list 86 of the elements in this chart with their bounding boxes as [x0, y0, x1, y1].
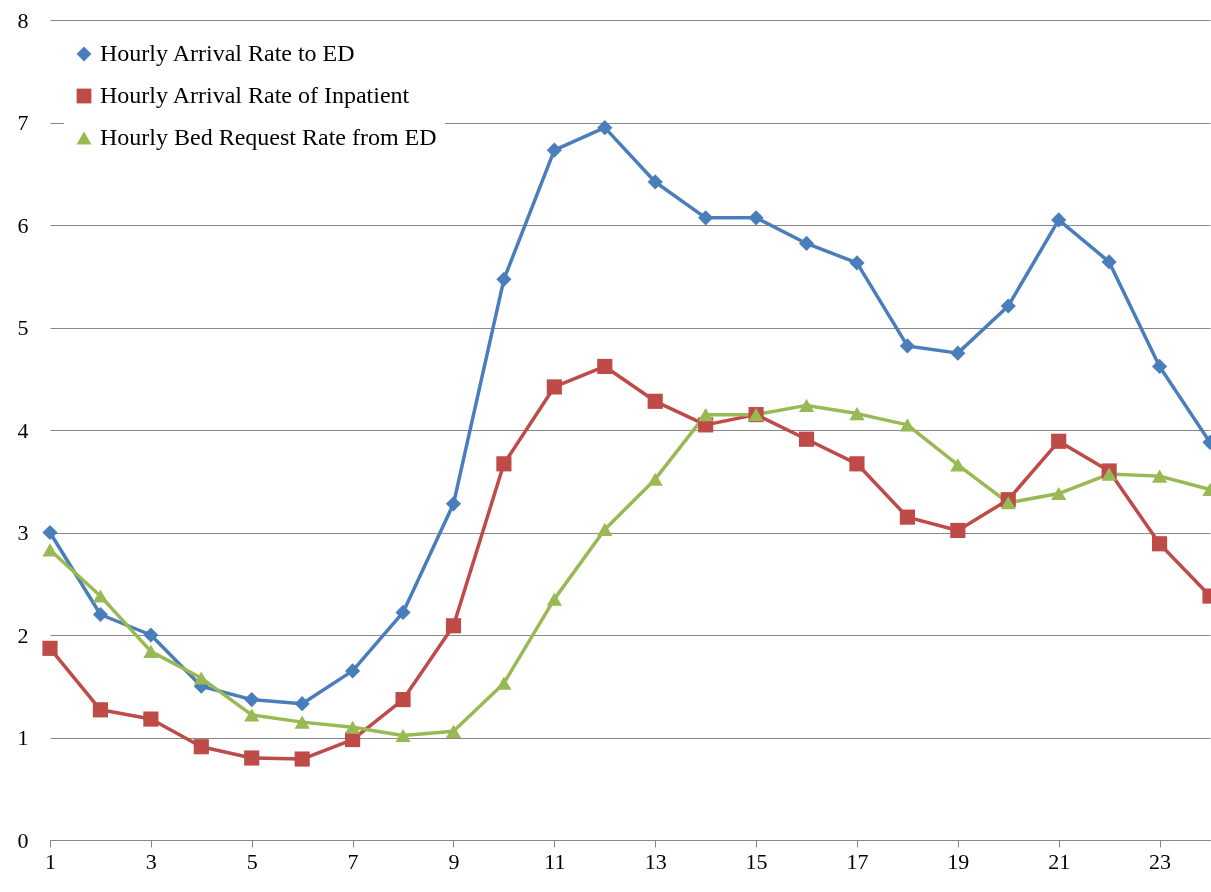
point	[395, 604, 411, 621]
point	[294, 696, 310, 712]
point	[1151, 536, 1168, 552]
y-tick-label: 4	[17, 417, 29, 443]
y-tick-label: 0	[17, 827, 29, 853]
point	[92, 589, 109, 603]
x-tick-label: 9	[448, 848, 460, 874]
point	[950, 522, 966, 539]
legend-label: Hourly Bed Request Rate from ED	[100, 124, 437, 150]
y-tick-label: 5	[17, 315, 29, 340]
point	[445, 618, 462, 634]
point	[294, 751, 310, 767]
point	[950, 345, 966, 361]
point	[798, 398, 815, 412]
point	[496, 456, 512, 472]
point	[244, 691, 260, 708]
point	[294, 715, 310, 729]
point	[42, 640, 58, 656]
point	[1101, 467, 1117, 481]
x-tick-label: 7	[347, 848, 359, 874]
x-tick-label: 21	[1048, 848, 1071, 874]
x-tick-label: 15	[745, 848, 768, 874]
y-tick-label: 1	[17, 725, 29, 750]
point	[445, 496, 462, 512]
point	[899, 418, 915, 432]
point	[849, 456, 865, 472]
point	[950, 458, 966, 472]
point	[496, 676, 512, 690]
point	[496, 271, 512, 287]
point	[445, 724, 462, 738]
point	[395, 728, 411, 743]
y-tick-label: 3	[17, 520, 29, 545]
point	[849, 255, 865, 271]
point	[647, 174, 663, 190]
point	[647, 393, 663, 409]
point	[748, 210, 764, 226]
point	[1051, 486, 1067, 501]
point	[345, 663, 361, 679]
x-tick-label: 23	[1149, 848, 1172, 874]
point	[345, 720, 361, 734]
y-tick-label: 2	[17, 622, 29, 648]
legend-label: Hourly Arrival Rate to ED	[100, 40, 355, 66]
point	[698, 210, 714, 226]
y-tick-label: 6	[17, 212, 29, 238]
point	[899, 338, 915, 354]
point	[597, 358, 613, 375]
point	[899, 509, 915, 525]
point	[1151, 358, 1168, 375]
point	[798, 235, 815, 252]
point	[193, 739, 209, 755]
x-tick-label: 3	[145, 848, 157, 874]
point	[143, 644, 159, 658]
point	[647, 472, 663, 486]
y-tick-label: 7	[17, 110, 29, 135]
point	[42, 524, 58, 541]
x-tick-label: 5	[246, 848, 258, 874]
point	[597, 522, 613, 536]
x-tick-label: 19	[947, 848, 970, 874]
point	[92, 702, 109, 718]
point	[1000, 496, 1016, 510]
point	[546, 592, 562, 606]
point	[244, 750, 260, 766]
point	[42, 543, 58, 557]
point	[1151, 469, 1168, 483]
point	[1000, 298, 1016, 314]
point	[798, 431, 815, 447]
point	[1051, 433, 1067, 449]
point	[597, 120, 613, 136]
point	[1051, 212, 1067, 228]
point	[244, 708, 260, 722]
point	[546, 142, 562, 158]
point	[143, 711, 159, 727]
point	[143, 627, 159, 643]
point	[698, 408, 714, 422]
point	[395, 691, 411, 708]
x-tick-label: 13	[644, 848, 667, 874]
x-tick-label: 17	[846, 848, 869, 874]
x-tick-label: 1	[45, 848, 56, 874]
point	[849, 407, 865, 421]
x-tick-label: 11	[544, 848, 566, 874]
legend-label: Hourly Arrival Rate of Inpatient	[100, 82, 410, 108]
point	[1101, 254, 1117, 270]
point	[546, 379, 562, 395]
y-tick-label: 8	[17, 7, 29, 33]
point	[92, 606, 109, 623]
point	[193, 671, 209, 685]
